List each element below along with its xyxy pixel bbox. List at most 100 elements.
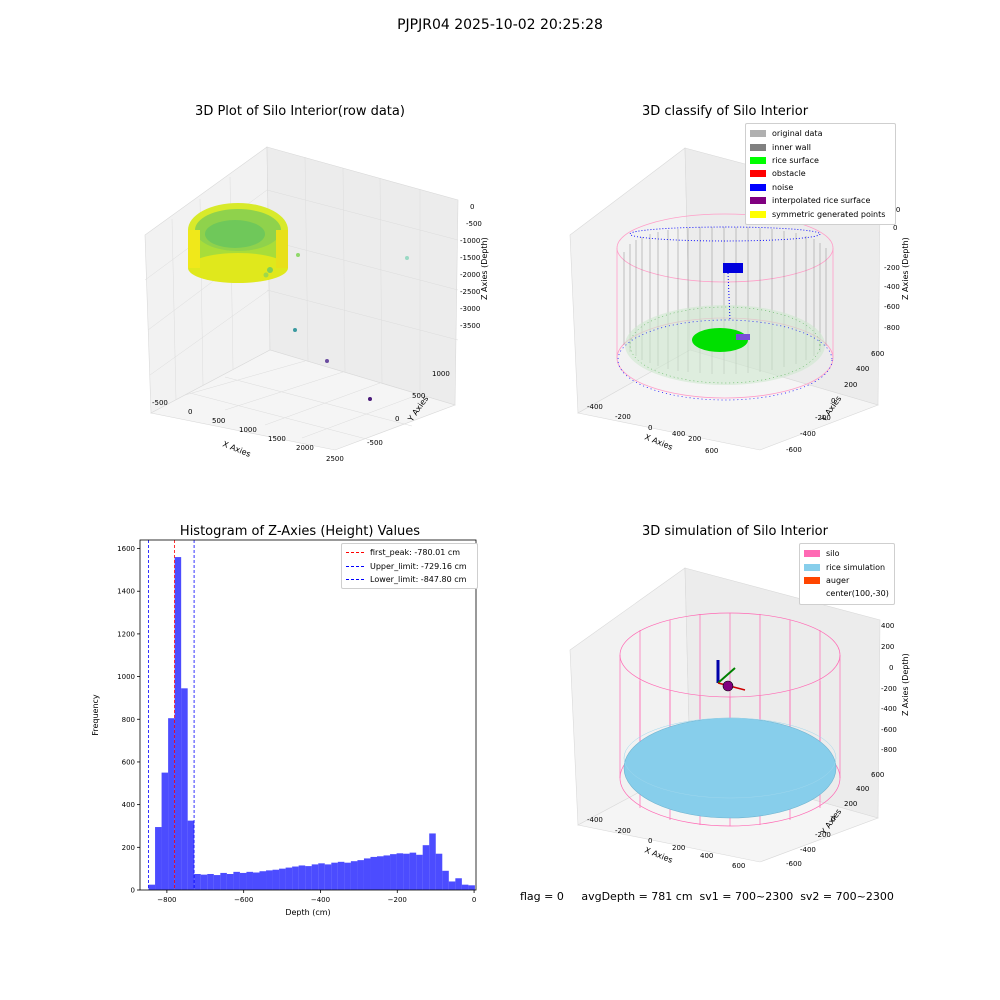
histogram-bar	[292, 866, 299, 890]
histogram-bar	[233, 871, 240, 890]
y-tick: 200	[844, 381, 857, 389]
raw-outlier-point	[296, 253, 300, 257]
histogram-bar	[181, 688, 188, 890]
z-tick: 200	[881, 643, 894, 651]
legend-item: silo	[804, 547, 890, 560]
histogram-bar	[148, 884, 156, 890]
histogram-axes-frame	[139, 539, 477, 891]
histogram-bar	[331, 862, 338, 890]
histogram-bar	[298, 865, 306, 890]
x-tick: -400	[587, 403, 603, 411]
legend-label: auger	[826, 575, 850, 585]
legend-label: first_peak: -780.01 cm	[370, 548, 461, 558]
legend-item: Lower_limit: -847.80 cm	[346, 573, 473, 586]
classify-plot-title: 3D classify of Silo Interior	[641, 104, 809, 119]
legend-swatch	[750, 210, 766, 218]
simulation-z-label: Z Axies (Depth)	[901, 653, 910, 716]
legend-item: noise	[750, 181, 891, 194]
x-tick-label: −600	[234, 896, 253, 904]
simulation-3d-plot: -400 -200 0 200 400 600 X Axies -600 -40…	[569, 567, 910, 870]
x-tick: -200	[615, 413, 631, 421]
y-tick-label: 0	[131, 887, 135, 895]
y-tick: 0	[395, 415, 399, 423]
x-tick: 2500	[326, 455, 344, 463]
legend-item: symmetric generated points	[750, 207, 891, 220]
x-tick: 600	[705, 447, 718, 455]
y-tick: 0	[831, 815, 835, 823]
histogram-x-label: Depth (cm)	[285, 908, 330, 917]
histogram-bar	[350, 861, 358, 890]
classify-z-ticks: 200 0 -200 -400 -600 -800	[884, 206, 900, 332]
raw-plot-title: 3D Plot of Silo Interior(row data)	[195, 104, 405, 119]
histogram-bar	[226, 873, 234, 890]
histogram-bar	[220, 872, 227, 890]
x-tick: -400	[587, 816, 603, 824]
y-tick-label: 1200	[117, 630, 135, 638]
x-tick: 0	[188, 408, 192, 416]
raw-z-label: Z Axies (Depth)	[480, 237, 489, 300]
histogram-bar	[239, 872, 247, 890]
z-tick: -500	[466, 220, 482, 228]
z-tick: -1000	[460, 237, 480, 245]
simulation-auger	[716, 660, 746, 692]
legend-swatch	[804, 563, 820, 571]
z-tick: -400	[884, 283, 900, 291]
histogram-bar	[285, 867, 293, 890]
x-tick-label: 0	[472, 896, 476, 904]
histogram-bar	[468, 885, 475, 890]
z-tick: 0	[893, 224, 897, 232]
histogram-chart: −800 −600 −400 −200 0 0 200 400 600 800 1000 1200 1…	[91, 539, 477, 917]
legend-label: rice simulation	[826, 562, 886, 572]
histogram-bar	[213, 875, 221, 890]
legend-item: interpolated rice surface	[750, 194, 891, 207]
x-tick: 500	[212, 417, 225, 425]
legend-label: silo	[826, 549, 840, 559]
classify-y-ticks: -600 -400 -200 0 200 400 600	[786, 350, 884, 454]
classify-noise-ring	[629, 226, 821, 242]
raw-y-ticks: -500 0 500 1000	[367, 370, 450, 447]
y-tick: -600	[786, 446, 802, 454]
legend-label: original data	[772, 129, 823, 139]
histogram-bar	[252, 872, 260, 890]
y-tick: 0	[831, 397, 835, 405]
z-tick: -400	[881, 705, 897, 713]
x-tick: 1000	[239, 426, 257, 434]
simulation-rice-surface-top	[623, 717, 837, 799]
histogram-bar	[396, 853, 404, 890]
z-tick: -600	[884, 303, 900, 311]
x-tick-label: −200	[388, 896, 407, 904]
classify-rice-surface-grid	[629, 306, 821, 384]
z-tick: -600	[881, 726, 897, 734]
figure-title: PJPJR04 2025-10-02 20:25:28	[397, 17, 603, 33]
legend-swatch	[750, 170, 766, 178]
simulation-x-ticks: -400 -200 0 200 400 600	[587, 816, 745, 870]
x-tick: 600	[732, 862, 745, 870]
legend-label: Lower_limit: -847.80 cm	[370, 574, 467, 584]
simulation-z-ticks: 400 200 0 -200 -400 -600 -800	[881, 622, 897, 754]
y-tick: 400	[856, 785, 869, 793]
status-info-text: flag = 0 avgDepth = 781 cm sv1 = 700~230…	[520, 890, 894, 903]
legend-item: center(100,-30)	[804, 587, 890, 600]
histogram-bar	[174, 557, 182, 890]
legend-item: rice simulation	[804, 560, 890, 573]
histogram-bar	[305, 866, 312, 890]
histogram-y-ticks: 0 200 400 600 800 1000 1200 1400 1600	[117, 545, 140, 895]
z-tick: -1500	[460, 254, 480, 262]
legend-item: original data	[750, 127, 891, 140]
histogram-bar	[409, 852, 417, 890]
histogram-bar	[448, 881, 456, 890]
legend-line-swatch	[346, 552, 364, 554]
simulation-center-marker	[722, 680, 734, 692]
z-tick: -800	[884, 324, 900, 332]
histogram-bar	[363, 858, 371, 890]
legend-label: noise	[772, 182, 794, 192]
histogram-bar	[442, 870, 449, 890]
legend-swatch	[804, 590, 820, 597]
x-tick: 0	[648, 424, 652, 432]
z-tick: -3500	[460, 322, 480, 330]
classify-noise-cluster	[723, 263, 743, 273]
histogram-bar	[337, 861, 345, 890]
histogram-legend: first_peak: -780.01 cm Upper_limit: -729…	[341, 543, 478, 590]
histogram-bar	[266, 870, 273, 890]
x-tick: -500	[152, 399, 168, 407]
